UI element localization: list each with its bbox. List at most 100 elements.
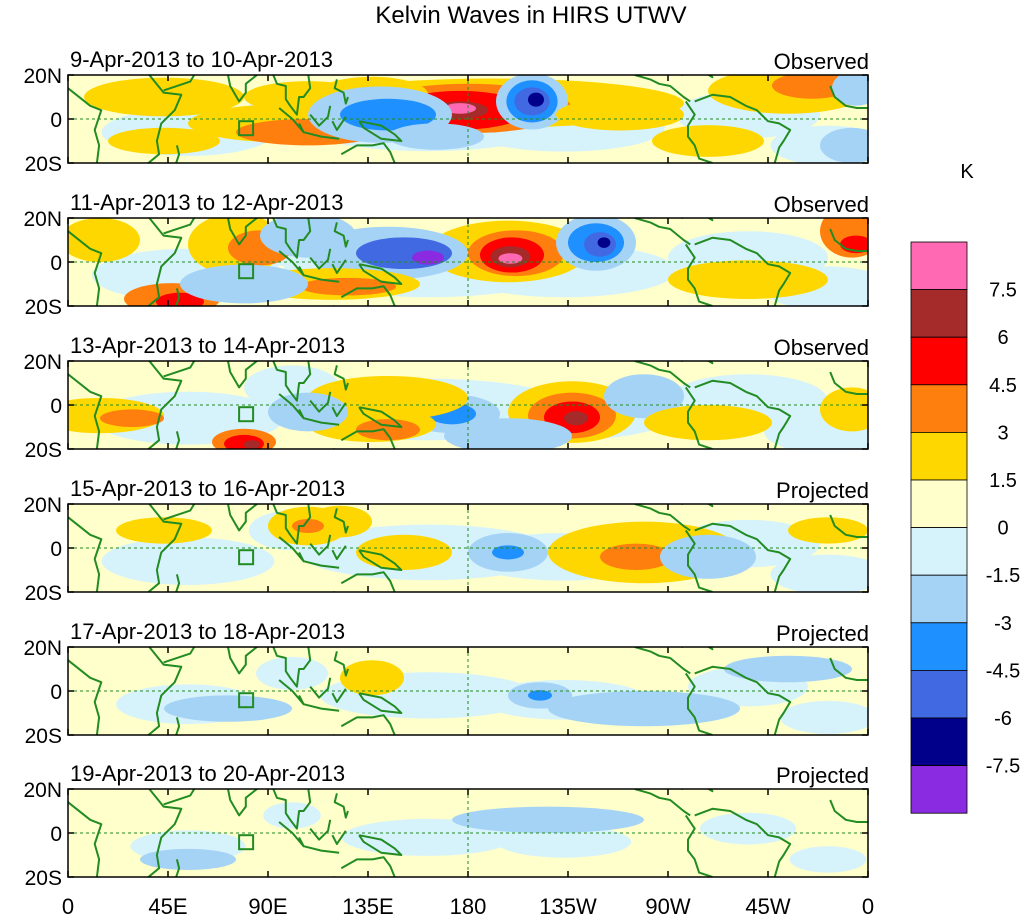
coastline [146,504,183,592]
coastline [309,677,332,699]
contour-region [548,691,740,727]
coastline [634,75,691,103]
contour-region [644,405,772,441]
coastline [226,504,312,545]
coastline [829,228,868,252]
coastline [146,789,183,877]
contour-region [600,543,672,570]
colorbar-swatch [910,622,968,671]
coastline [175,288,181,306]
contour-region [412,250,444,265]
latitude-label: 20N [23,65,62,88]
contour-region [292,518,324,534]
longitude-axis: 0 45E 90E 135E 180 135W 90W 45W 0 [62,894,874,919]
coastline [634,361,691,389]
coastline [226,218,312,259]
latitude-label: 20N [23,779,62,802]
island-outline [238,834,255,851]
coastline [303,703,340,712]
contour-region [556,98,684,131]
island-outline [238,692,255,709]
coastline [303,274,340,283]
coastline [829,657,868,681]
island-outline [238,549,255,566]
contour-region [164,695,292,722]
contour-region [388,123,484,150]
coastline [175,859,181,877]
coastline [309,248,332,270]
colorbar-label: 4.5 [989,375,1017,397]
colorbar-label: -4.5 [986,660,1020,682]
latitude-label: 20N [23,208,62,231]
colorbar-label: -7.5 [986,756,1020,778]
coastline [68,373,103,449]
latitude-label: 20S [25,296,62,319]
colorbar-label: -1.5 [986,565,1020,587]
contour-region [68,218,140,262]
colorbar-swatch [910,384,968,433]
longitude-label: 90W [645,894,690,919]
contour-region [820,387,868,432]
contour-region [789,846,867,873]
coastline [226,789,312,830]
coastline [684,100,713,163]
colorbar-label: 1.5 [989,470,1017,492]
panel-date-range: 17-Apr-2013 to 18-Apr-2013 [70,619,345,644]
colorbar-unit: K [960,161,974,183]
colorbar-swatch [910,241,968,290]
colorbar-swatch [910,670,968,719]
contour-region [308,505,372,538]
panel-date-range: 13-Apr-2013 to 14-Apr-2013 [70,333,345,358]
coastline [684,386,713,449]
latitude-label: 0 [50,823,62,846]
coastline [68,87,103,163]
coastline [146,647,183,735]
coastline [340,856,396,877]
coastline [278,393,305,420]
longitude-label: 0 [62,894,74,919]
coastline [684,243,713,306]
coastline [303,131,340,140]
coastline [146,218,183,306]
coastline [829,799,868,823]
latitude-label: 0 [50,395,62,418]
contour-region [444,418,572,449]
contour-region [140,848,236,870]
coastline [358,549,403,571]
contour-region [101,537,275,585]
contour-region [356,534,452,571]
contour-region [268,392,348,432]
colorbar-label: 0 [997,518,1008,540]
coastline [331,116,347,131]
coastline [333,508,349,534]
panel-status: Projected [776,763,869,788]
coastline [175,574,181,592]
colorbar-swatch [910,431,968,481]
coastline [694,665,792,735]
coastline [333,222,349,248]
coastline [331,688,347,703]
coastline [303,560,340,569]
colorbar-swatch [910,717,968,766]
longitude-label: 135W [539,894,597,919]
coastline [303,845,340,854]
contour-region [652,125,764,157]
coastline [331,402,347,417]
contour-region [452,806,644,833]
coastline [146,361,183,449]
contour-region [116,517,212,544]
latitude-label: 20N [23,351,62,374]
coastline [684,672,713,735]
coastline [634,218,691,246]
coastline [333,365,349,391]
colorbar-label: 3 [997,422,1008,444]
coastline [146,75,183,163]
contour-region [597,237,611,248]
island-outline [238,263,255,280]
longitude-label: 135E [342,894,393,919]
map-panel: 20N 0 20S 19-Apr-2013 to 20-Apr-2013 Project… [23,761,869,890]
coastline [163,647,196,664]
coastline [829,514,868,538]
coastline [358,834,403,856]
